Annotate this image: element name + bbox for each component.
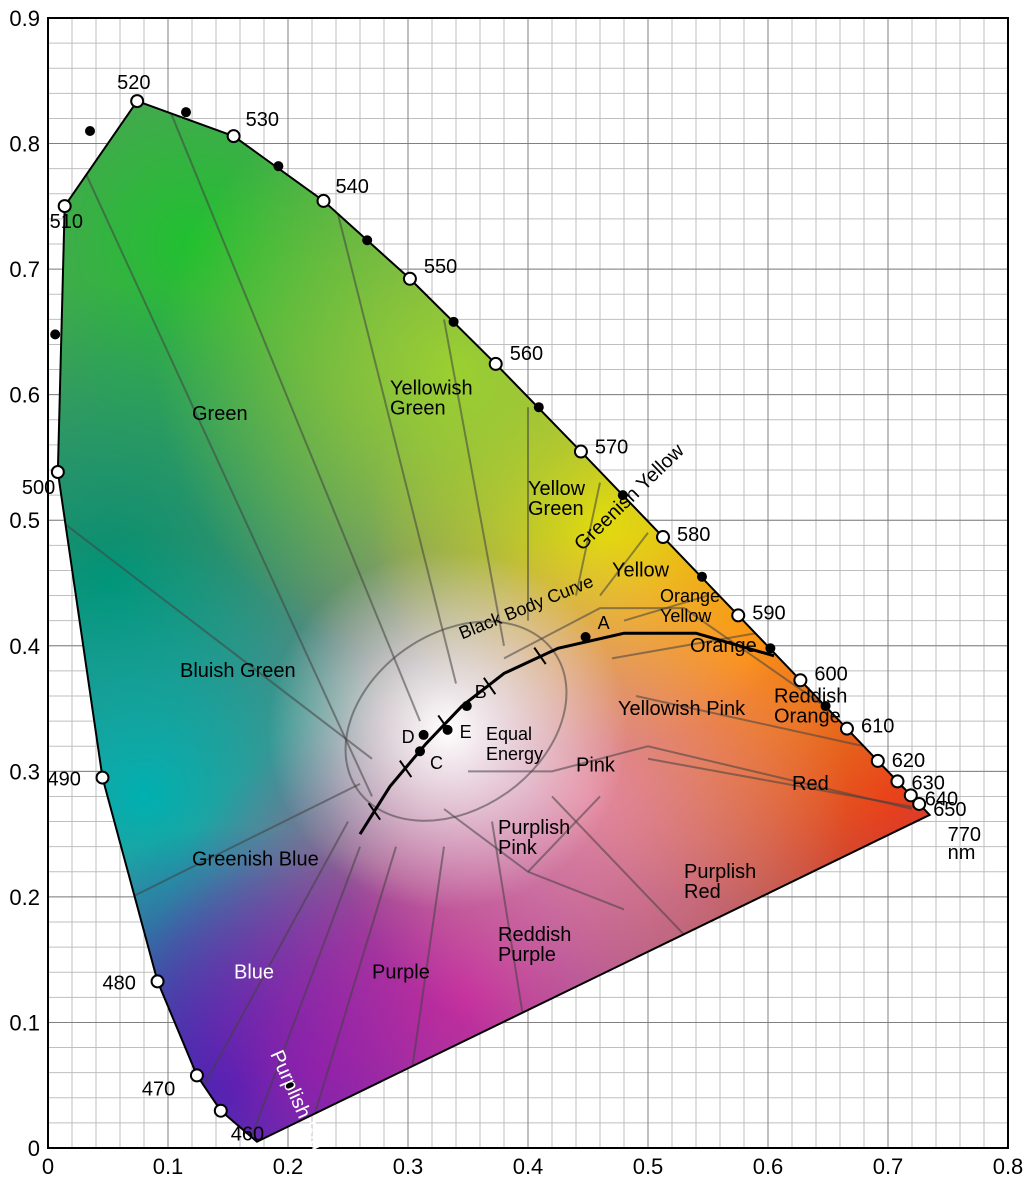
wavelength-label-550: 550 <box>424 256 457 278</box>
y-tick: 0 <box>28 1136 40 1161</box>
wavelength-label-480: 480 <box>103 972 136 994</box>
x-tick: 0.4 <box>513 1154 544 1178</box>
region-blue: Blue <box>234 962 274 984</box>
region-greenish-blue: Greenish Blue <box>192 849 319 871</box>
wavelength-label-490: 490 <box>47 769 80 791</box>
region-pink: Pink <box>576 754 616 776</box>
illuminant-B: B <box>475 682 487 702</box>
wavelength-label-540: 540 <box>336 176 369 198</box>
wavelength-label-580: 580 <box>677 524 710 546</box>
wavelength-marker-630 <box>891 775 903 787</box>
y-tick: 0.5 <box>9 508 40 533</box>
x-tick: 0.5 <box>633 1154 664 1178</box>
wavelength-marker-520 <box>131 95 143 107</box>
region-reddish-orange: ReddishOrange <box>774 685 847 727</box>
chromaticity-svg: Black Body CurveABCDE4604704804905005105… <box>0 0 1024 1178</box>
nm-unit-label: nm <box>948 842 976 864</box>
wavelength-label-500: 500 <box>22 477 55 499</box>
wavelength-marker-590 <box>732 609 744 621</box>
wavelength-label-650: 650 <box>933 799 966 821</box>
y-tick: 0.2 <box>9 885 40 910</box>
wavelength-label-520: 520 <box>117 72 150 94</box>
region-yellow: Yellow <box>612 560 670 582</box>
wavelength-marker-550 <box>404 273 416 285</box>
y-tick: 0.6 <box>9 383 40 408</box>
region-bluish-green: Bluish Green <box>180 660 296 682</box>
wavelength-marker-470 <box>191 1069 203 1081</box>
x-tick: 0.3 <box>393 1154 424 1178</box>
wavelength-marker-610 <box>841 723 853 735</box>
y-tick: 0.9 <box>9 6 40 31</box>
wavelength-label-600: 600 <box>814 663 847 685</box>
wavelength-marker-530 <box>228 130 240 142</box>
x-tick: 0.2 <box>273 1154 304 1178</box>
x-tick: 0.7 <box>873 1154 904 1178</box>
illuminant-E: E <box>460 722 472 742</box>
wavelength-label-590: 590 <box>752 602 785 624</box>
wavelength-marker-460 <box>215 1105 227 1117</box>
wavelength-label-470: 470 <box>142 1078 175 1100</box>
region-orange-yellow: OrangeYellow <box>660 586 720 626</box>
y-tick: 0.3 <box>9 759 40 784</box>
y-tick: 0.8 <box>9 132 40 157</box>
y-tick: 0.1 <box>9 1010 40 1035</box>
y-tick: 0.7 <box>9 257 40 282</box>
region-red: Red <box>792 773 829 795</box>
y-tick: 0.4 <box>9 634 40 659</box>
wavelength-label-610: 610 <box>861 716 894 738</box>
illuminant-A: A <box>598 613 610 633</box>
illuminant-C: C <box>430 753 443 773</box>
illuminant-D: D <box>402 727 415 747</box>
region-yellow-green: YellowGreen <box>528 478 586 520</box>
wavelength-label-570: 570 <box>595 437 628 459</box>
wavelength-marker-490 <box>96 772 108 784</box>
wavelength-marker-580 <box>657 531 669 543</box>
region-orange: Orange <box>690 635 757 657</box>
region-purple: Purple <box>372 962 430 984</box>
x-tick: 0.1 <box>153 1154 184 1178</box>
wavelength-label-620: 620 <box>892 750 925 772</box>
wavelength-marker-540 <box>318 195 330 207</box>
wavelength-label-530: 530 <box>246 109 279 131</box>
x-tick: 0 <box>42 1154 54 1178</box>
wavelength-label-460: 460 <box>231 1124 264 1146</box>
region-yellowish-pink: Yellowish Pink <box>618 698 746 720</box>
wavelength-marker-650 <box>913 798 925 810</box>
cie-chromaticity-diagram: { "chart":{ "xmin":0,"xmax":0.8,"ymin":0… <box>0 0 1024 1178</box>
wavelength-marker-620 <box>872 755 884 767</box>
x-tick: 0.6 <box>753 1154 784 1178</box>
region-green: Green <box>192 403 248 425</box>
wavelength-label-560: 560 <box>510 343 543 365</box>
wavelength-marker-570 <box>575 446 587 458</box>
wavelength-marker-560 <box>490 358 502 370</box>
wavelength-label-510: 510 <box>50 211 83 233</box>
x-tick: 0.8 <box>993 1154 1024 1178</box>
wavelength-marker-480 <box>152 975 164 987</box>
